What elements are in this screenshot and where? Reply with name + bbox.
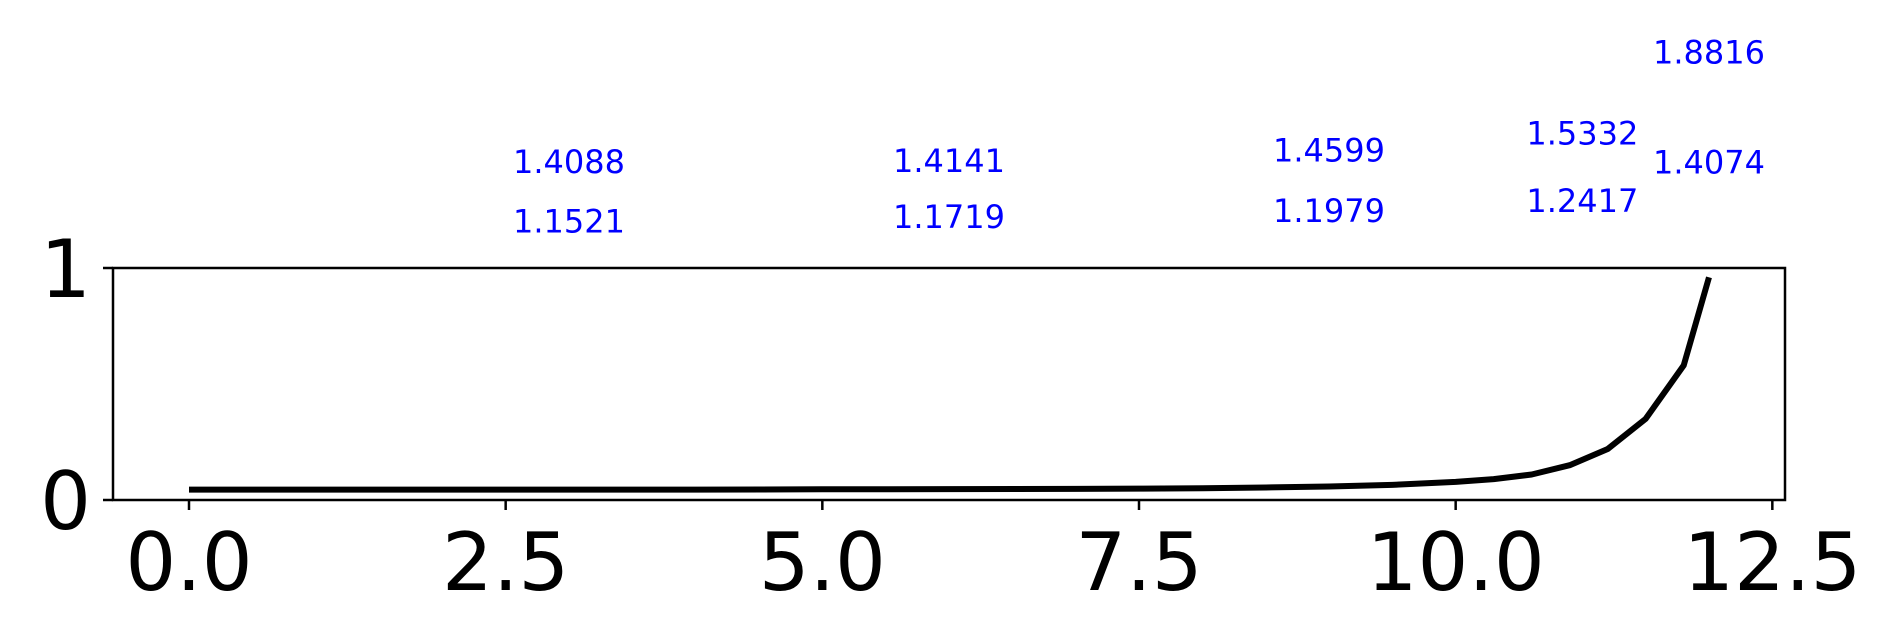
- x-tick-label: 12.5: [1683, 516, 1861, 609]
- annotation-label: 1.4599: [1273, 131, 1385, 169]
- annotation-label: 1.8816: [1653, 33, 1765, 71]
- x-tick-label: 5.0: [759, 516, 886, 609]
- x-tick-label: 2.5: [442, 516, 569, 609]
- annotation-label: 1.4074: [1653, 143, 1765, 181]
- annotation-label: 1.4088: [513, 143, 625, 181]
- axes: [111, 266, 1787, 502]
- x-tick-label: 10.0: [1367, 516, 1545, 609]
- annotation-label: 1.1979: [1273, 192, 1385, 230]
- x-tick-label: 7.5: [1075, 516, 1202, 609]
- annotation-label: 1.1719: [893, 198, 1005, 236]
- plot-frame: [111, 266, 1787, 502]
- annotation-label: 1.5332: [1526, 114, 1638, 152]
- y-tick-label: 0: [40, 455, 91, 548]
- annotation-label: 1.4141: [893, 142, 1005, 180]
- annotation-label: 1.1521: [513, 203, 625, 241]
- annotation-label: 1.2417: [1526, 182, 1638, 220]
- x-tick-label: 0.0: [125, 516, 252, 609]
- y-tick-label: 1: [40, 223, 91, 316]
- annotations: 1.4088 1.1521 1.4141 1.1719 1.4599 1.1979 1.53…: [513, 33, 1765, 240]
- series-line: [189, 276, 1712, 493]
- ticks: 0.0 2.5 5.0 7.5 10.0 12.5 0 1: [40, 223, 1861, 609]
- series: [189, 276, 1712, 493]
